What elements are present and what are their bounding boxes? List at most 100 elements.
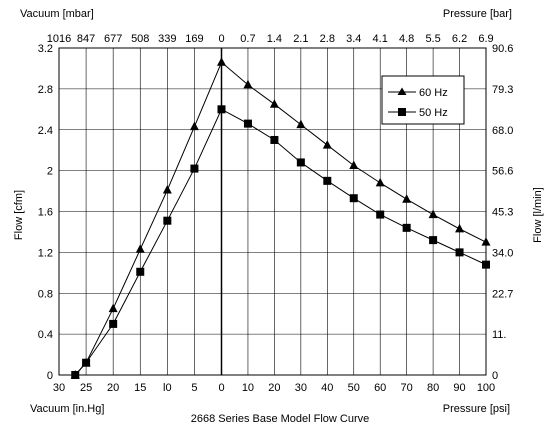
point-marker-square [429, 236, 438, 245]
x-tick-label: 60 [374, 382, 386, 394]
point-marker-square [243, 119, 252, 128]
x-tick-label: 0 [218, 382, 224, 394]
y-right-tick-label: 34.0 [492, 247, 513, 259]
point-marker-square [455, 248, 464, 257]
legend-marker-60hz [397, 87, 407, 95]
y-tick-label: 2.8 [38, 84, 53, 96]
legend-box [381, 75, 465, 125]
legend-marker-50hz [398, 108, 406, 116]
x-top-tick-label: 169 [185, 33, 203, 45]
point-marker-square [402, 223, 411, 232]
x-tick-label: 20 [107, 382, 119, 394]
x-top-tick-label: 6.2 [452, 33, 467, 45]
bottom-left-axis-label: Vacuum [in.Hg] [30, 403, 104, 415]
y-right-tick-label: 68.0 [492, 125, 513, 137]
point-marker-triangle [135, 244, 145, 253]
point-marker-triangle [189, 121, 199, 131]
legend-label-60hz: 60 Hz [419, 87, 448, 99]
x-tick-label: l0 [163, 382, 172, 394]
point-marker-triangle [349, 160, 359, 170]
point-marker-triangle [269, 99, 279, 108]
y-right-tick-label: 11. [492, 329, 506, 341]
series-line-50hz [74, 108, 487, 376]
x-top-tick-label: 339 [158, 33, 176, 45]
x-top-tick-label: 3.4 [346, 33, 361, 45]
x-tick-label: 25 [80, 382, 92, 394]
point-marker-triangle [455, 223, 465, 233]
y-right-tick-label: 0 [492, 370, 498, 382]
point-marker-triangle [243, 79, 253, 89]
x-top-tick-label: 2.1 [293, 33, 308, 45]
x-top-tick-label: 0.7 [240, 33, 255, 45]
y-tick-label: 2.4 [38, 125, 53, 137]
y-right-tick-label: 79.3 [492, 84, 513, 96]
x-tick-label: 100 [477, 382, 495, 394]
point-marker-triangle [402, 194, 412, 203]
top-left-axis-label: Vacuum [mbar] [20, 8, 94, 20]
x-top-tick-label: 2.8 [320, 33, 335, 45]
point-marker-square [136, 267, 145, 276]
y-tick-label: 0 [47, 370, 53, 382]
x-tick-label: 30 [53, 382, 65, 394]
point-marker-triangle [375, 177, 385, 187]
series-layer [70, 57, 491, 379]
chart-title: 2668 Series Base Model Flow Curve [191, 413, 370, 425]
point-marker-triangle [322, 140, 332, 149]
x-top-tick-label: 4.1 [373, 33, 388, 45]
x-tick-label: 5 [191, 382, 197, 394]
y-tick-label: 3.2 [38, 43, 53, 55]
x-tick-label: 10 [242, 382, 254, 394]
x-tick-label: 80 [427, 382, 439, 394]
x-tick-label: 70 [401, 382, 413, 394]
point-marker-square [323, 176, 332, 185]
y-right-tick-label: 22.7 [492, 288, 513, 300]
x-tick-label: 40 [321, 382, 333, 394]
left-y-axis-label: Flow [cfm] [13, 190, 25, 240]
y-tick-label: 1.6 [38, 207, 53, 219]
point-marker-triangle [481, 237, 491, 246]
x-top-tick-label: 677 [104, 33, 122, 45]
point-marker-square [109, 319, 118, 328]
x-top-tick-label: 1016 [47, 33, 71, 45]
point-marker-square [71, 371, 80, 379]
point-marker-triangle [217, 57, 226, 66]
legend-label-50hz: 50 Hz [419, 107, 448, 119]
x-top-tick-label: 508 [131, 33, 149, 45]
x-top-tick-label: 1.4 [267, 33, 282, 45]
y-tick-label: 2 [47, 166, 53, 178]
x-top-tick-label: 5.5 [425, 33, 440, 45]
y-right-tick-label: 45.3 [492, 207, 513, 219]
y-tick-label: 0.8 [38, 288, 53, 300]
legend: 60 Hz 50 Hz [381, 75, 465, 125]
x-tick-label: 20 [268, 382, 280, 394]
x-tick-label: 90 [453, 382, 465, 394]
x-top-tick-label: 6.9 [478, 33, 493, 45]
plot-area [58, 47, 487, 376]
y-right-tick-label: 56.6 [492, 166, 513, 178]
point-marker-triangle [162, 185, 172, 194]
point-marker-triangle [428, 209, 438, 219]
point-marker-square [296, 158, 305, 167]
y-right-tick-label: 90.6 [492, 43, 513, 55]
point-marker-square [482, 260, 490, 269]
point-marker-square [376, 210, 385, 219]
y-tick-label: 1.2 [38, 247, 53, 259]
point-marker-square [190, 164, 199, 173]
top-right-axis-label: Pressure [bar] [443, 8, 512, 20]
x-tick-label: 50 [348, 382, 360, 394]
point-marker-square [270, 135, 279, 144]
x-top-tick-label: 0 [218, 33, 224, 45]
point-marker-square [163, 216, 172, 225]
x-top-tick-label: 4.8 [399, 33, 414, 45]
right-y-axis-label: Flow [l/min] [532, 187, 544, 243]
point-marker-square [82, 358, 91, 367]
point-marker-triangle [108, 303, 118, 313]
point-marker-triangle [296, 119, 306, 129]
x-top-tick-label: 847 [77, 33, 95, 45]
y-tick-label: 0.4 [38, 329, 53, 341]
bottom-right-axis-label: Pressure [psi] [443, 403, 510, 415]
point-marker-square [217, 105, 226, 114]
point-marker-square [349, 194, 358, 203]
